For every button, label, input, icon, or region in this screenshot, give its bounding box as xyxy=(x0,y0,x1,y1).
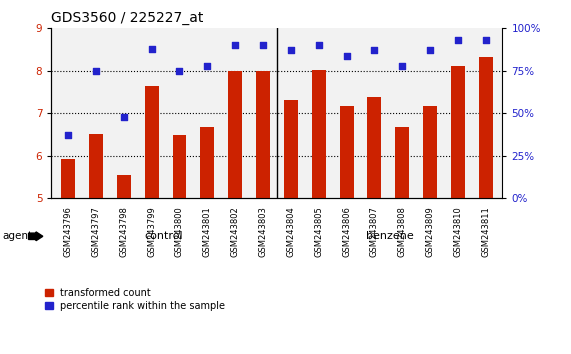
Bar xyxy=(89,134,103,198)
Point xyxy=(370,47,379,53)
Bar xyxy=(228,71,242,198)
Bar xyxy=(172,135,187,198)
Bar xyxy=(423,105,437,198)
Bar xyxy=(61,159,75,198)
Point xyxy=(175,68,184,74)
Point xyxy=(314,42,323,48)
Bar xyxy=(256,71,270,198)
Point xyxy=(397,63,407,69)
Bar xyxy=(312,70,325,198)
Bar xyxy=(395,127,409,198)
Text: benzene: benzene xyxy=(366,231,413,241)
Legend: transformed count, percentile rank within the sample: transformed count, percentile rank withi… xyxy=(45,288,226,311)
Bar xyxy=(200,127,214,198)
Point xyxy=(91,68,100,74)
Point xyxy=(342,53,351,58)
Bar xyxy=(367,97,381,198)
Text: agent: agent xyxy=(3,231,33,241)
Bar xyxy=(479,57,493,198)
Point xyxy=(203,63,212,69)
Point xyxy=(453,38,463,43)
Point xyxy=(147,46,156,52)
Bar xyxy=(117,175,131,198)
Bar xyxy=(451,66,465,198)
Point xyxy=(481,38,490,43)
Text: control: control xyxy=(145,231,183,241)
Bar xyxy=(284,100,298,198)
Point xyxy=(63,132,73,138)
Bar xyxy=(144,86,159,198)
Bar xyxy=(340,105,353,198)
Point xyxy=(231,42,240,48)
Point xyxy=(425,47,435,53)
Point xyxy=(119,114,128,120)
Point xyxy=(259,42,268,48)
Text: GDS3560 / 225227_at: GDS3560 / 225227_at xyxy=(51,11,204,25)
Point xyxy=(286,47,295,53)
